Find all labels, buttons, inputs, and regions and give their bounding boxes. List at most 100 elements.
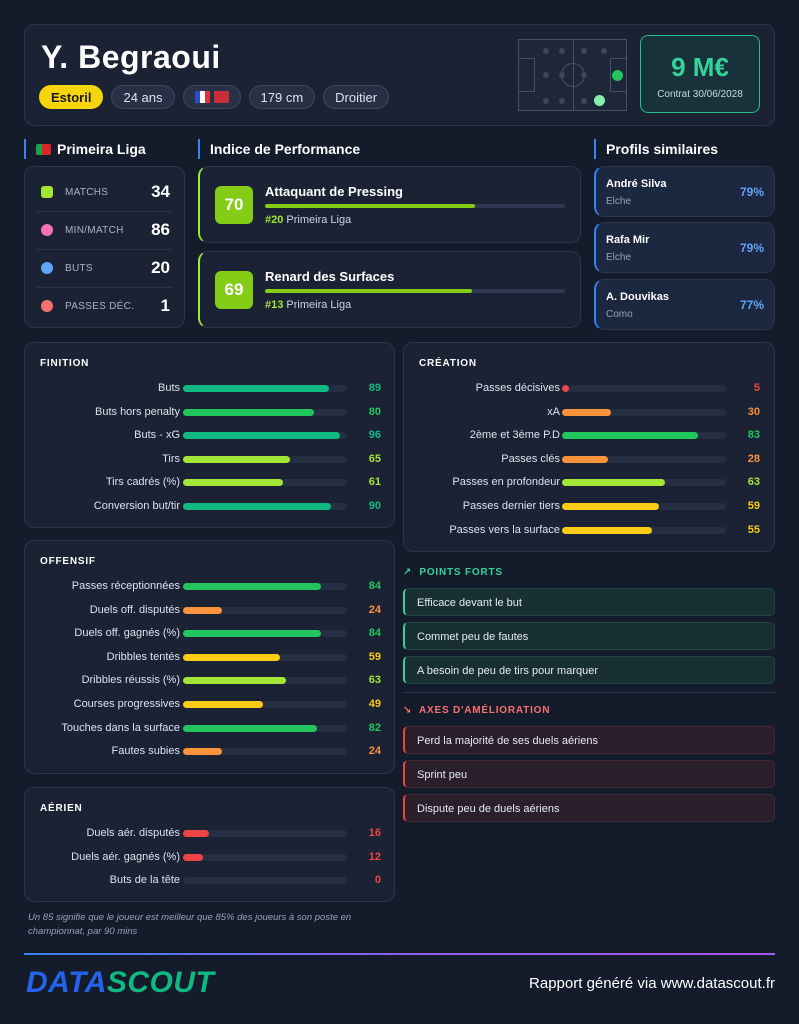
stat-value: 34 <box>151 182 170 201</box>
stat-value: 1 <box>160 296 170 315</box>
weakness-item: Perd la majorité de ses duels aériens <box>403 726 775 754</box>
similar-club: Elche <box>606 196 632 207</box>
metric-bar-fill <box>562 479 666 487</box>
metric-label: Touches dans la surface <box>61 721 180 734</box>
metric-bar-fill <box>183 724 318 732</box>
metric-bar-fill <box>562 455 608 463</box>
rank-league: Primeira Liga <box>286 214 352 226</box>
weakness-item: Sprint peu <box>403 760 775 788</box>
metric-row: Duels off. disputés 24 <box>25 603 394 619</box>
metric-row: Passes décisives 5 <box>404 381 774 397</box>
metric-bar-track <box>183 432 347 440</box>
metric-bar-fill <box>183 677 287 685</box>
metric-row: Passes clés 28 <box>404 452 774 468</box>
metric-row: Touches dans la surface 82 <box>25 721 394 737</box>
weaknesses-heading: ↘ AXES D'AMÉLIORATION <box>403 705 550 716</box>
panel-title: FINITION <box>40 358 90 369</box>
similar-percentage: 79% <box>739 241 764 255</box>
metric-bar-fill <box>183 748 223 756</box>
panel-title: OFFENSIF <box>40 556 96 567</box>
metric-label: Passes réceptionnées <box>71 580 180 592</box>
metric-bar-track <box>183 877 347 885</box>
finition-panel: FINITION Buts 89 Buts hors penalty 80 Buts -… <box>24 342 395 528</box>
similar-percentage: 79% <box>739 185 764 199</box>
metric-bar-track <box>183 830 347 837</box>
metric-label: Passes clés <box>501 452 560 465</box>
metric-value: 30 <box>747 405 760 418</box>
metric-bar-fill <box>183 830 210 837</box>
metric-bar-track <box>183 748 347 756</box>
metric-label: Buts de la tête <box>109 874 180 887</box>
metric-row: Duels aér. disputés 16 <box>25 826 394 842</box>
performance-bar-fill <box>265 289 472 293</box>
metric-bar-track <box>183 630 347 638</box>
stat-goals: BUTS 20 <box>25 249 186 287</box>
club-chip[interactable]: Estoril <box>39 85 104 109</box>
logo-part-b: SCOUT <box>106 966 215 999</box>
metric-row: Fautes subies 24 <box>25 744 394 760</box>
metric-bar-fill <box>562 526 653 534</box>
metric-value: 65 <box>368 452 381 465</box>
performance-card[interactable]: 70 Attaquant de Pressing #20 Primeira Li… <box>198 166 581 243</box>
rank-number: #20 <box>265 214 284 226</box>
metric-row: Passes réceptionnées 84 <box>25 579 394 595</box>
metric-bar-track <box>562 385 726 392</box>
pitch-dot <box>601 48 607 54</box>
metric-row: Courses progressives 49 <box>25 697 394 713</box>
metric-value: 90 <box>368 500 381 512</box>
footer-credit[interactable]: Rapport généré via www.datascout.fr <box>529 975 775 992</box>
metric-value: 89 <box>368 382 381 394</box>
metric-bar-track <box>183 606 347 614</box>
performance-rank: #20 Primeira Liga <box>265 214 351 226</box>
metric-bar-fill <box>183 503 331 510</box>
foot-chip: Droitier <box>323 85 390 109</box>
offensif-panel: OFFENSIF Passes réceptionnées 84 Duels off… <box>24 540 395 774</box>
trend-down-icon: ↘ <box>403 705 413 716</box>
metric-bar-fill <box>562 408 612 416</box>
metric-label: Passes en profondeur <box>452 476 560 489</box>
divider <box>37 211 172 212</box>
similar-profile-card[interactable]: A. Douvikas Como 77% <box>594 279 775 330</box>
metric-value: 0 <box>374 874 381 887</box>
stat-label: PASSES DÉC. <box>65 300 135 312</box>
similar-profile-card[interactable]: Rafa Mir Elche 79% <box>594 222 775 273</box>
secondary-position-dot <box>594 95 605 106</box>
metric-bar-fill <box>562 503 659 510</box>
strength-item: Commet peu de fautes <box>403 622 775 650</box>
metric-value: 12 <box>368 850 381 863</box>
pitch-right-box <box>610 58 626 92</box>
metric-value: 63 <box>747 476 760 489</box>
divider <box>403 692 775 693</box>
metric-bar-track <box>562 503 726 510</box>
height-chip: 179 cm <box>248 85 316 109</box>
metric-label: Duels off. disputés <box>89 603 180 616</box>
stat-value: 86 <box>151 220 170 239</box>
metric-bar-fill <box>183 583 321 590</box>
metric-bar-fill <box>183 853 203 861</box>
metric-label: 2ème et 3ème P.D <box>469 429 560 442</box>
position-pitch <box>518 39 627 111</box>
player-name: Y. Begraoui <box>41 39 221 75</box>
metric-value: 82 <box>368 721 381 734</box>
metric-row: Passes vers la surface 55 <box>404 523 774 539</box>
footer-divider <box>24 953 775 955</box>
performance-rank: #13 Primeira Liga <box>265 299 351 311</box>
metric-label: Duels aér. disputés <box>86 827 180 839</box>
pitch-dot <box>559 98 565 104</box>
metric-row: Duels aér. gagnés (%) 12 <box>25 850 394 866</box>
contract-date: Contrat 30/06/2028 <box>657 89 743 100</box>
performance-bar-fill <box>265 204 475 208</box>
metric-value: 80 <box>368 405 381 418</box>
league-section-title: Primeira Liga <box>24 139 146 159</box>
performance-card[interactable]: 69 Renard des Surfaces #13 Primeira Liga <box>198 251 581 328</box>
pitch-dot <box>543 48 549 54</box>
metric-value: 83 <box>747 429 760 442</box>
metric-label: Tirs <box>162 452 180 465</box>
metric-bar-fill <box>183 606 223 614</box>
similar-profile-card[interactable]: André Silva Elche 79% <box>594 166 775 217</box>
metric-row: Tirs cadrés (%) 61 <box>25 475 394 491</box>
metric-label: Duels off. gagnés (%) <box>74 627 180 640</box>
stat-assists: PASSES DÉC. 1 <box>25 287 186 325</box>
strengths-title: POINTS FORTS <box>419 567 503 578</box>
weakness-item: Dispute peu de duels aériens <box>403 794 775 822</box>
